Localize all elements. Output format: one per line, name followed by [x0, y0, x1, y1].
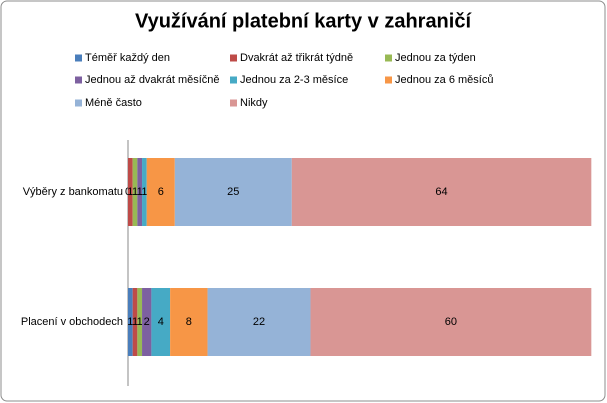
bar-segment	[291, 158, 592, 226]
legend-swatch	[230, 99, 237, 107]
bar-segment	[146, 158, 175, 226]
legend-swatch	[230, 76, 237, 84]
data-label: 1	[132, 316, 138, 328]
data-label: 1	[141, 186, 147, 198]
data-label: 8	[186, 316, 192, 328]
legend-label: Jednou až dvakrát měsíčně	[85, 74, 220, 86]
bar-segment	[207, 288, 311, 356]
data-label: 6	[158, 186, 164, 198]
data-label: 4	[158, 316, 164, 328]
bar-segment	[128, 288, 133, 356]
data-label: 1	[132, 186, 138, 198]
data-label: 1	[127, 316, 133, 328]
legend-swatch	[75, 76, 82, 84]
data-label: 1	[137, 316, 143, 328]
legend-label: Téměř každý den	[85, 52, 170, 64]
data-label: 2	[144, 316, 150, 328]
bar-segment	[137, 288, 143, 356]
bar-segment	[142, 288, 152, 356]
data-label: 1	[137, 186, 143, 198]
legend-label: Jednou za 6 měsíců	[395, 74, 493, 86]
legend-label: Jednou za týden	[395, 52, 476, 64]
bar-segment	[151, 288, 171, 356]
bar-segment	[132, 158, 138, 226]
legend-label: Dvakrát až třikrát týdně	[240, 52, 353, 64]
bar-segment	[310, 288, 592, 356]
legend-label: Nikdy	[240, 97, 268, 109]
data-label: 1	[127, 186, 133, 198]
legend-swatch	[385, 54, 392, 62]
legend-swatch	[385, 76, 392, 84]
legend-swatch	[230, 54, 237, 62]
bar-segment	[142, 158, 147, 226]
legend-label: Méně často	[85, 97, 142, 109]
data-label: 25	[227, 186, 239, 198]
chart-title: Využívání platební karty v zahraničí	[135, 10, 472, 32]
legend-label: Jednou za 2-3 měsíce	[240, 74, 348, 86]
bar-segment	[132, 288, 138, 356]
y-tick-label: Placení v obchodech	[21, 316, 123, 328]
data-label: 22	[253, 316, 265, 328]
legend-swatch	[75, 54, 82, 62]
bar-segment	[174, 158, 292, 226]
data-label: 64	[435, 186, 447, 198]
legend-swatch	[75, 99, 82, 107]
bar-segment	[137, 158, 143, 226]
data-label: 60	[445, 316, 457, 328]
bar-segment	[128, 158, 133, 226]
y-tick-label: Výběry z bankomatu	[23, 186, 123, 198]
bar-segment	[170, 288, 208, 356]
